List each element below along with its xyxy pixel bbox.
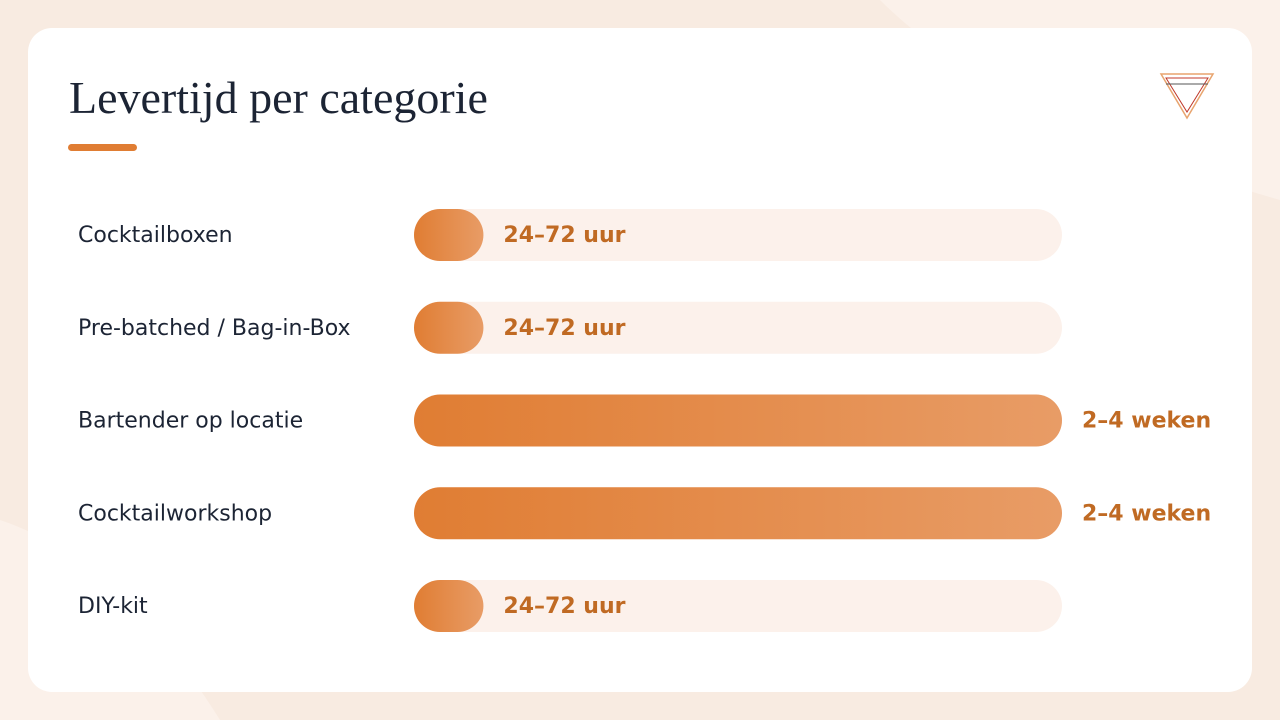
chart-title: Levertijd per categorie: [69, 72, 488, 123]
bar-track: [414, 580, 1062, 632]
value-label: 24–72 uur: [503, 594, 625, 619]
category-label: DIY-kit: [78, 594, 148, 619]
category-label: Pre-batched / Bag-in-Box: [78, 316, 351, 341]
logo: [1159, 73, 1215, 120]
category-label: Bartender op locatie: [78, 409, 303, 434]
title-underline: [68, 144, 137, 151]
bar: [414, 394, 1062, 447]
category-label: Cocktailworkshop: [78, 501, 272, 526]
bar-track: [414, 209, 1062, 261]
bar: [414, 209, 484, 261]
value-label: 24–72 uur: [503, 223, 625, 248]
logo-triangle: [1165, 77, 1209, 113]
category-label: Cocktailboxen: [78, 223, 233, 248]
bar: [414, 487, 1062, 540]
value-label: 2–4 weken: [1082, 501, 1211, 526]
bar-track: [414, 301, 1062, 354]
bar: [414, 301, 484, 354]
value-label: 24–72 uur: [503, 316, 625, 341]
bar: [414, 580, 484, 632]
value-label: 2–4 weken: [1082, 409, 1211, 434]
logo-triangle: [1159, 73, 1215, 120]
